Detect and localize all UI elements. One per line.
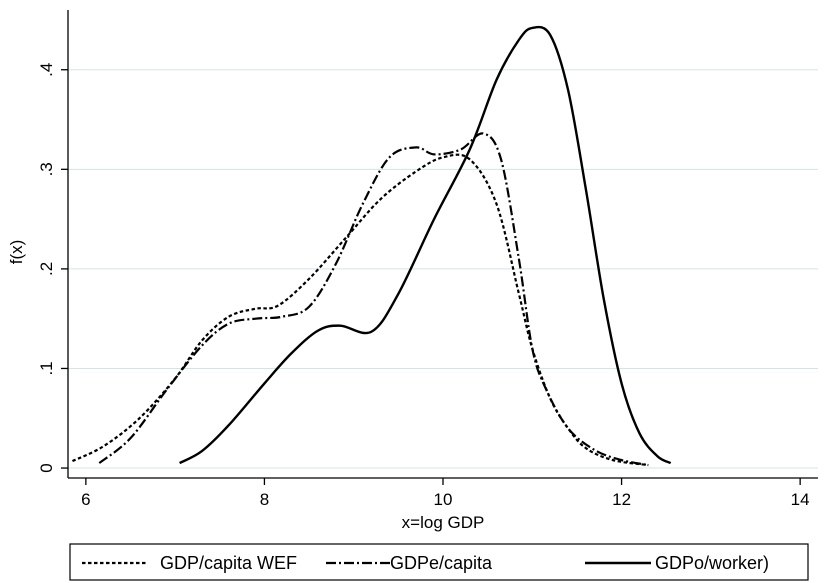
y-tick-label: .4 <box>37 63 56 77</box>
x-tick-label: 10 <box>434 490 453 509</box>
legend-label-gdpo-worker: GDPo/worker) <box>655 553 769 573</box>
series-lines <box>71 25 672 467</box>
y-tick-label: .3 <box>37 162 56 176</box>
legend-box <box>69 543 809 581</box>
x-axis-title: x=log GDP <box>402 513 485 532</box>
grid-lines <box>68 69 818 469</box>
x-tick-label: 8 <box>260 490 269 509</box>
series-line-gdpe-capita <box>98 132 649 467</box>
series-line-gdp-capita-wef <box>71 153 649 467</box>
y-tick-label: .2 <box>37 262 56 276</box>
y-tick-label: .1 <box>37 361 56 375</box>
legend: GDP/capita WEF GDPe/capita GDPo/worker) <box>69 543 809 581</box>
x-tick-label: 14 <box>791 490 810 509</box>
legend-label-gdpe-capita: GDPe/capita <box>390 553 493 573</box>
axes: 0 .1 .2 .3 .4 6 8 10 12 14 <box>37 10 818 509</box>
y-axis-title: f(x) <box>7 240 26 265</box>
x-tick-label: 6 <box>81 490 90 509</box>
y-tick-label: 0 <box>37 463 56 472</box>
x-tick-label: 12 <box>612 490 631 509</box>
legend-label-gdp-capita-wef: GDP/capita WEF <box>160 553 297 573</box>
series-line-gdpo-worker <box>179 25 672 465</box>
